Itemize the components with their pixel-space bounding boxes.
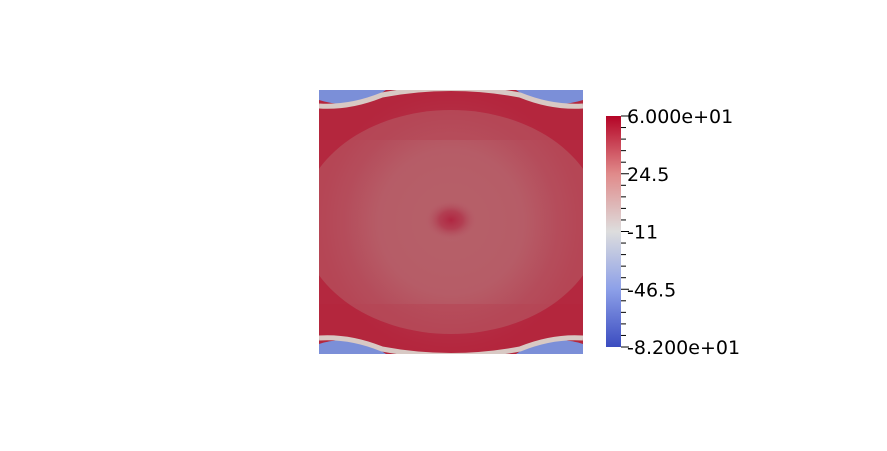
colorbar: 6.000e+01 24.5 -11 -46.5 -8.200e+01: [606, 106, 740, 359]
colorbar-tick-label: -11: [627, 222, 658, 244]
field-bottom-boundary: [319, 335, 583, 354]
field-plot: [319, 90, 583, 354]
colorbar-ticks: [621, 115, 629, 348]
field-top-right-corner: [516, 90, 583, 104]
field-top-corners: [319, 90, 386, 104]
field-centre-spot: [425, 200, 477, 240]
colorbar-labels: 6.000e+01 24.5 -11 -46.5 -8.200e+01: [627, 106, 740, 359]
field-bottom-corners: [319, 340, 386, 354]
colorbar-tick-label: 6.000e+01: [627, 106, 733, 128]
colorbar-tick-label: 24.5: [627, 164, 669, 186]
colorbar-gradient: [606, 116, 621, 347]
field-top-boundary: [319, 90, 583, 109]
field-bottom-right-corner: [516, 340, 583, 354]
colorbar-tick-label: -8.200e+01: [627, 337, 740, 359]
colorbar-tick-label: -46.5: [627, 279, 676, 301]
